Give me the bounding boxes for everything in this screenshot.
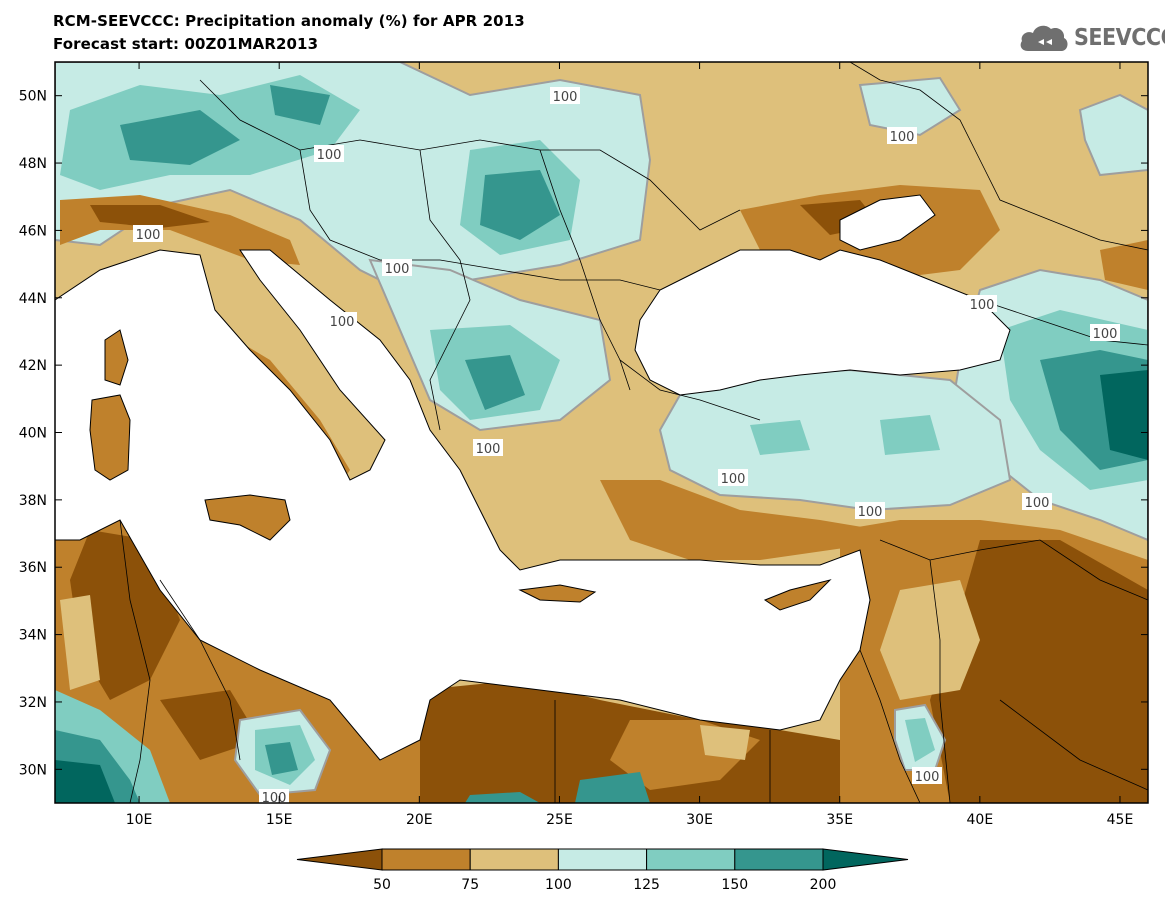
lat-tick-label: 32N	[19, 695, 47, 711]
sea-azov	[839, 194, 936, 251]
cloud-icon	[1020, 25, 1068, 51]
colorbar: 50 75 100 125 150 200	[296, 848, 909, 893]
lat-tick-label: 46N	[19, 223, 47, 239]
dry-zone-east	[1100, 240, 1148, 290]
colorbar-tick-label: 100	[545, 877, 572, 893]
contour-label: 100	[915, 770, 940, 785]
lat-tick-label: 36N	[19, 560, 47, 576]
lon-tick-label: 45E	[1107, 812, 1134, 828]
longitude-axis: 10E 15E 20E 25E 30E 35E 40E 45E	[126, 62, 1134, 828]
contour-label: 100	[1093, 327, 1118, 342]
contour-label: 100	[553, 90, 578, 105]
wet-zone-algeria-peak	[55, 760, 115, 803]
colorbar-swatch	[469, 848, 559, 871]
lat-tick-label: 40N	[19, 426, 47, 442]
contour-label: 100	[317, 148, 342, 163]
contour-label: 100	[385, 262, 410, 277]
island-cyprus	[763, 579, 832, 611]
lat-tick-label: 30N	[19, 762, 47, 778]
lat-tick-label: 48N	[19, 156, 47, 172]
dry-zone-north-africa-west-core	[70, 530, 260, 760]
lon-tick-label: 35E	[826, 812, 853, 828]
lon-tick-label: 20E	[406, 812, 433, 828]
contour-labels: 100 100 100 100 100 100 100 100 100 100 …	[133, 87, 1120, 806]
wet-zone-east-strip	[1078, 93, 1148, 177]
sea-mediterranean	[55, 249, 871, 761]
country-borders	[119, 62, 1148, 803]
lat-tick-label: 44N	[19, 291, 47, 307]
wet-zone-anatolia-mid	[750, 415, 940, 455]
logo-text: SEEVCCC	[1074, 25, 1165, 51]
seevccc-logo: SEEVCCC	[1018, 20, 1165, 56]
dry-band-alps-core	[90, 205, 210, 228]
island-sardinia	[89, 394, 131, 481]
lat-tick-label: 50N	[19, 89, 47, 105]
wet-zone-ukraine	[858, 76, 962, 137]
dry-zone-levant-core	[930, 540, 1148, 803]
colorbar-tick-label: 125	[633, 877, 660, 893]
map-area: 100 100 100 100 100 100 100 100 100 100 …	[55, 62, 1148, 806]
wet-zone-central-europe-core	[120, 85, 330, 165]
contour-label: 100	[476, 442, 501, 457]
lon-tick-label: 15E	[266, 812, 293, 828]
contour-label: 100	[721, 472, 746, 487]
lon-tick-label: 30E	[686, 812, 713, 828]
chart-title: RCM-SEEVCCC: Precipitation anomaly (%) f…	[53, 12, 525, 30]
colorbar-tick-label: 75	[461, 877, 479, 893]
lon-tick-label: 10E	[126, 812, 153, 828]
lon-tick-label: 40E	[967, 812, 994, 828]
colorbar-tick-label: 150	[721, 877, 748, 893]
wet-zone-jordan-core	[905, 718, 935, 762]
island-crete	[518, 584, 597, 603]
contour-label: 100	[1025, 496, 1050, 511]
sea-black-sea	[634, 249, 1011, 396]
contour-label: 100	[970, 298, 995, 313]
lat-tick-label: 38N	[19, 493, 47, 509]
chart-subtitle: Forecast start: 00Z01MAR2013	[53, 35, 319, 53]
island-corsica	[104, 329, 129, 386]
colorbar-swatch	[557, 848, 648, 871]
wet-zone-carpathians-core	[480, 170, 560, 240]
wet-zone-egypt-south	[465, 772, 650, 803]
colorbar-tick-label: 200	[810, 877, 837, 893]
tan-zone-tunisia	[60, 595, 100, 690]
contour-label: 100	[262, 791, 287, 806]
tan-zone-egypt-inland	[700, 725, 750, 760]
tan-zone-syria	[880, 580, 980, 700]
wet-zone-balkans-core	[465, 355, 525, 410]
colorbar-swatch	[296, 848, 383, 871]
colorbar-swatch	[646, 848, 736, 871]
contour-label: 100	[136, 228, 161, 243]
colorbar-swatch	[734, 848, 824, 871]
latitude-axis: 50N 48N 46N 44N 42N 40N 38N 36N 34N 32N 30N	[19, 89, 1148, 778]
lat-tick-label: 42N	[19, 358, 47, 374]
contour-label: 100	[890, 130, 915, 145]
wet-zone-caucasus-peak	[1100, 370, 1148, 460]
colorbar-tick-label: 50	[373, 877, 391, 893]
dry-zone-south-turkey	[600, 480, 900, 560]
wet-zone-libya-peak	[265, 742, 298, 775]
colorbar-swatch	[822, 848, 909, 871]
contour-label: 100	[330, 315, 355, 330]
island-sicily	[204, 494, 291, 541]
colorbar-swatch	[381, 848, 471, 871]
lon-tick-label: 25E	[546, 812, 573, 828]
contour-label: 100	[858, 505, 883, 520]
lat-tick-label: 34N	[19, 628, 47, 644]
